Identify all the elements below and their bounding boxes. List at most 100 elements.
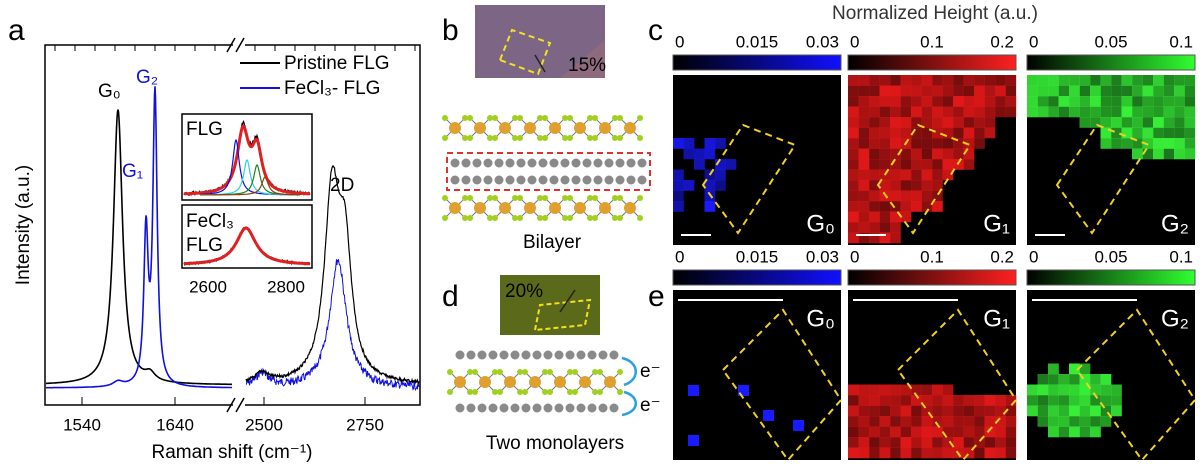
map-pixel	[974, 127, 985, 139]
map-pixel	[1037, 384, 1049, 396]
map-pixel	[932, 416, 943, 427]
colorbar	[1026, 269, 1196, 286]
map-pixel	[879, 127, 891, 139]
map-pixel	[953, 405, 964, 417]
peak-label: 2D	[330, 175, 354, 196]
carbon-atom	[455, 403, 465, 413]
map-label: G₂	[1161, 210, 1189, 237]
map-pixel	[890, 426, 901, 438]
charge-label: e⁻	[640, 361, 661, 382]
map-pixel	[911, 437, 922, 448]
map-pixel	[932, 85, 943, 97]
map-pixel	[848, 232, 859, 244]
map-pixel	[1100, 405, 1112, 417]
map-pixel	[1142, 148, 1154, 160]
map-pixel	[1048, 426, 1059, 438]
map-pixel	[1027, 96, 1038, 107]
caption: Bilayer	[523, 232, 582, 253]
carbon-atom	[576, 403, 586, 413]
map-pixel	[911, 395, 922, 406]
region-outline	[498, 28, 552, 76]
cl-atom	[592, 195, 598, 201]
cl-atom	[592, 389, 598, 395]
map-pixel	[1048, 374, 1059, 385]
map-pixel	[1111, 96, 1122, 107]
map-pixel	[953, 416, 964, 427]
map-pixel	[879, 232, 891, 244]
map-pixel	[953, 85, 964, 97]
cl-atom	[542, 195, 548, 201]
map-pixel	[911, 426, 922, 438]
cl-atom	[442, 115, 448, 121]
map-pixel	[890, 437, 901, 448]
map-pixel	[890, 211, 901, 223]
carbon-atom	[499, 350, 509, 360]
map-pixel	[673, 169, 684, 181]
map-pixel	[1132, 75, 1143, 86]
highlight-box	[446, 152, 651, 191]
map-pixel	[879, 416, 891, 427]
map-pixel	[995, 426, 1006, 438]
region-outline	[701, 123, 797, 235]
map-pixel	[869, 222, 880, 233]
map-pixel	[858, 405, 870, 417]
map-pixel	[1100, 416, 1112, 427]
map-pixel	[984, 127, 996, 139]
cl-atom	[612, 195, 618, 201]
map-pixel	[1069, 374, 1080, 385]
map-pixel	[995, 437, 1006, 448]
map-pixel	[1027, 75, 1038, 86]
map-pixel	[879, 447, 891, 459]
map-pixel	[879, 384, 891, 396]
carbon-atom	[538, 175, 548, 185]
carbon-atom	[576, 350, 586, 360]
map-pixel	[1163, 127, 1175, 139]
carbon-atom	[488, 403, 498, 413]
map-pixel	[869, 75, 880, 86]
map-pixel	[1100, 384, 1112, 396]
map-pixel	[890, 169, 901, 181]
colorbar-tick-label: 0.1	[1169, 247, 1193, 266]
map-pixel	[932, 96, 943, 107]
map-pixel	[963, 159, 975, 170]
cl-atom	[617, 195, 623, 201]
fe-atom	[449, 202, 461, 214]
map-pixel	[858, 384, 870, 396]
map-pixel	[879, 180, 891, 191]
cl-atom	[447, 389, 453, 395]
cl-atom	[562, 115, 568, 121]
map-pixel	[848, 85, 859, 97]
fe-atom	[504, 376, 516, 388]
map-pixel	[869, 232, 880, 244]
map-pixel	[848, 416, 859, 427]
map-pixel	[1048, 395, 1059, 406]
carbon-atom	[466, 350, 476, 360]
map-pixel	[1174, 138, 1185, 149]
map-pixel	[1079, 96, 1091, 107]
map-pixel	[974, 395, 985, 406]
map-pixel	[911, 447, 922, 459]
fe-atom	[524, 202, 536, 214]
cl-atom	[442, 195, 448, 201]
map-pixel	[974, 447, 985, 459]
map-pixel	[1111, 405, 1122, 417]
cl-atom	[547, 389, 553, 395]
map-pixel	[1090, 405, 1101, 417]
cl-atom	[512, 195, 518, 201]
cl-atom	[517, 389, 523, 395]
map-pixel	[974, 416, 985, 427]
map-pixel	[932, 437, 943, 448]
inset-tick-label: 2800	[267, 277, 305, 296]
map-pixel	[1005, 447, 1017, 459]
panel-label: a	[8, 14, 25, 47]
map-pixel	[1037, 416, 1049, 427]
cl-atom	[592, 369, 598, 375]
map-pixel	[858, 148, 870, 160]
map-pixel	[953, 437, 964, 448]
map-pixel	[921, 405, 933, 417]
map-pixel	[1058, 426, 1070, 438]
plot-frame	[44, 44, 421, 406]
carbon-atom	[538, 158, 548, 168]
cl-atom	[567, 195, 573, 201]
map-pixel	[1163, 75, 1175, 86]
